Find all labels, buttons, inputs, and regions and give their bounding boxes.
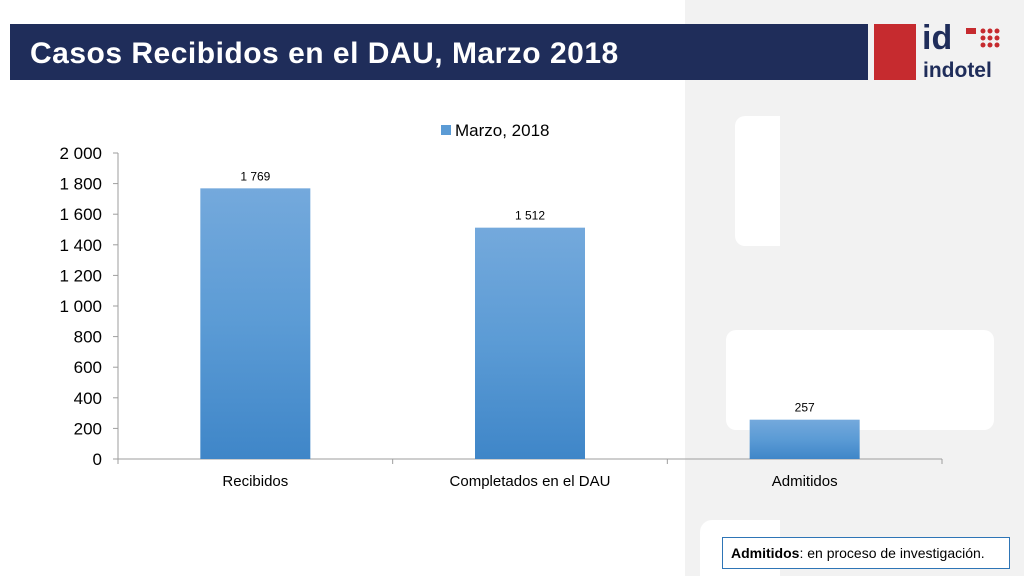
y-tick-label: 1 600	[59, 205, 102, 224]
footnote-term: Admitidos	[731, 545, 800, 561]
footnote-text: : en proceso de investigación.	[799, 545, 985, 561]
data-label: 257	[795, 401, 815, 415]
y-tick-label: 400	[74, 389, 102, 408]
logo-red-block	[874, 24, 916, 80]
background-card-top	[735, 116, 780, 246]
y-tick-label: 1 400	[59, 236, 102, 255]
y-tick-label: 2 000	[59, 144, 102, 163]
bar-1	[475, 227, 585, 459]
data-label: 1 769	[240, 169, 270, 183]
y-tick-label: 800	[74, 328, 102, 347]
bar-0	[200, 188, 311, 459]
y-tick-label: 200	[74, 419, 102, 438]
legend-label: Marzo, 2018	[455, 121, 550, 140]
bar-2	[749, 419, 860, 459]
logo-name: indotel	[923, 59, 992, 82]
legend-swatch	[441, 125, 451, 135]
title-bar	[10, 24, 868, 80]
logo-dots-icon	[966, 28, 1000, 48]
x-category-label: Recibidos	[222, 473, 288, 490]
slide-title: Casos Recibidos en el DAU, Marzo 2018	[30, 37, 619, 70]
footnote-box: Admitidos: en proceso de investigación.	[722, 537, 1010, 569]
y-tick-label: 0	[93, 450, 102, 469]
x-category-label: Admitidos	[772, 473, 838, 490]
y-tick-label: 1 800	[59, 175, 102, 194]
y-tick-label: 600	[74, 358, 102, 377]
background-card-bottom	[726, 330, 994, 430]
y-tick-label: 1 200	[59, 266, 102, 285]
x-category-label: Completados en el DAU	[450, 473, 611, 490]
logo-mark: id	[922, 19, 953, 57]
data-label: 1 512	[515, 209, 545, 223]
y-tick-label: 1 000	[59, 297, 102, 316]
